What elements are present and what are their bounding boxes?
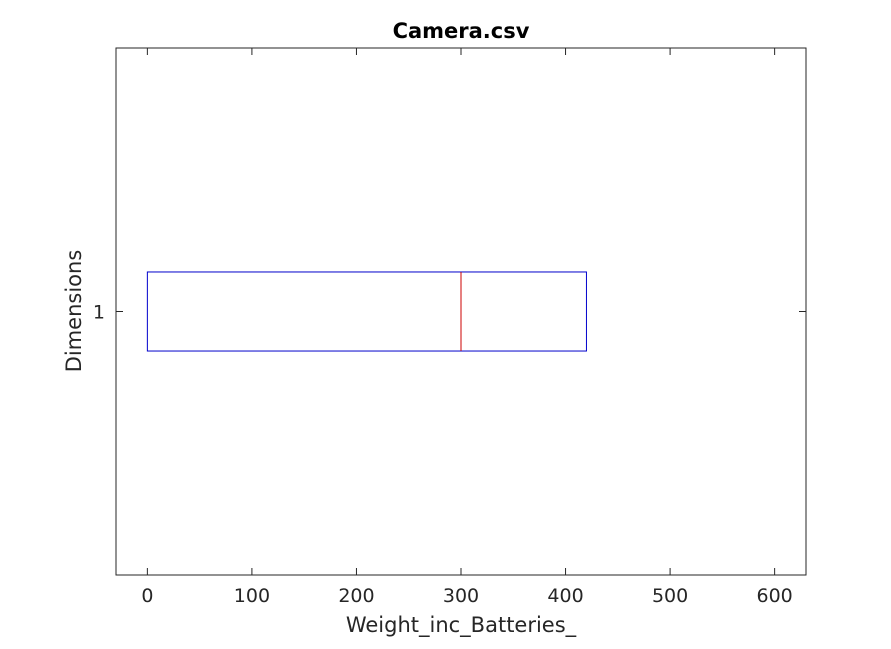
x-axis-ticks: 0 100 200 300 400 500 600 — [141, 48, 793, 607]
y-axis-label: Dimensions — [62, 250, 86, 373]
x-tick-label: 200 — [338, 585, 374, 607]
y-tick-label: 1 — [93, 302, 105, 324]
x-axis-label: Weight_inc_Batteries_ — [346, 613, 577, 638]
x-tick-label: 100 — [234, 585, 270, 607]
chart-title: Camera.csv — [393, 19, 530, 43]
x-tick-label: 500 — [652, 585, 688, 607]
x-tick-label: 300 — [443, 585, 479, 607]
x-tick-label: 600 — [757, 585, 793, 607]
box-rect — [146, 271, 587, 352]
box-group — [146, 271, 587, 352]
y-axis-ticks: 1 — [93, 302, 806, 324]
x-tick-label: 0 — [141, 585, 153, 607]
x-tick-label: 400 — [547, 585, 583, 607]
